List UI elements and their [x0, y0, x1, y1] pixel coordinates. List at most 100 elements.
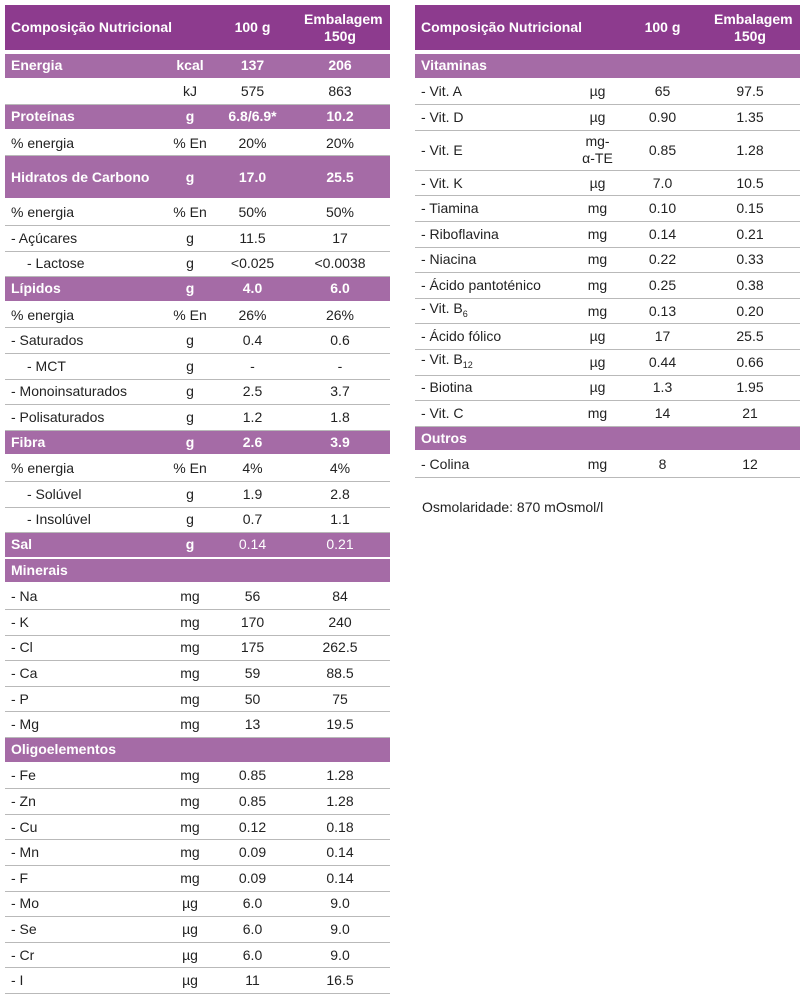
- value-pack: 1.1: [330, 511, 350, 528]
- value-100g: 1.2: [242, 408, 263, 425]
- value-100g: 0.09: [238, 869, 267, 886]
- value-100g: 0.12: [238, 818, 267, 835]
- unit: µg: [589, 379, 606, 396]
- table-row: Energia kcal 137 206: [5, 54, 390, 80]
- row-label: - Mo: [11, 895, 39, 912]
- table-row: kJ 575 863: [5, 80, 390, 106]
- row-label: - I: [11, 972, 24, 989]
- unit: g: [185, 536, 195, 553]
- value-pack: 25.5: [326, 168, 354, 185]
- table-row: - Zn mg 0.85 1.28: [5, 789, 390, 815]
- table-row: % energia % En 4% 4%: [5, 456, 390, 482]
- value-pack: 2.8: [330, 485, 350, 502]
- value-100g: 0.14: [648, 225, 677, 242]
- value-pack: 1.95: [736, 379, 764, 396]
- table-row: - Lactose g <0.025 <0.0038: [5, 252, 390, 278]
- table-row: - Solúvel g 1.9 2.8: [5, 482, 390, 508]
- row-label: Energia: [11, 57, 63, 74]
- value-pack: 0.18: [326, 818, 354, 835]
- row-label: - Vit. A: [421, 83, 462, 100]
- value-pack: 10.5: [736, 174, 764, 191]
- value-pack: 1.28: [326, 792, 354, 809]
- value-100g: 13: [244, 716, 261, 733]
- unit: mg: [587, 302, 608, 319]
- value-100g: 56: [244, 588, 261, 605]
- value-pack: 240: [328, 613, 352, 630]
- value-pack: 0.14: [326, 844, 354, 861]
- value-pack: 3.9: [330, 434, 350, 451]
- table-row: - Vit. K µg 7.0 10.5: [415, 171, 800, 197]
- value-100g: 137: [240, 57, 265, 74]
- table-row: - Mn mg 0.09 0.14: [5, 840, 390, 866]
- row-label: - Lactose: [27, 255, 85, 272]
- value-100g: 0.7: [242, 511, 263, 528]
- row-label: - Riboflavina: [421, 225, 499, 242]
- value-100g: 11.5: [239, 229, 266, 246]
- value-100g: 0.25: [648, 276, 677, 293]
- section-row: Vitaminas: [415, 54, 800, 80]
- header-cell: Embalagem 150g: [714, 10, 793, 44]
- table-row: - Tiamina mg 0.10 0.15: [415, 196, 800, 222]
- value-pack: 88.5: [326, 664, 354, 681]
- unit: g: [186, 357, 194, 374]
- value-100g: 65: [654, 83, 671, 100]
- unit: g: [186, 332, 194, 349]
- value-pack: 9.0: [330, 895, 350, 912]
- unit: µg: [182, 946, 198, 963]
- value-100g: 0.85: [238, 792, 267, 809]
- row-label: - Vit. E: [421, 141, 463, 158]
- value-100g: 0.22: [648, 251, 677, 268]
- row-label: Vitaminas: [421, 57, 487, 74]
- row-label: - Fe: [11, 767, 36, 784]
- value-pack: 4%: [329, 460, 351, 477]
- value-100g: 0.13: [648, 302, 677, 319]
- cell-text: - Vit. B: [421, 350, 463, 367]
- table-row: % energia % En 26% 26%: [5, 303, 390, 329]
- table-row: - K mg 170 240: [5, 610, 390, 636]
- unit: mg: [180, 869, 200, 886]
- value-pack: 0.21: [736, 225, 764, 242]
- unit: mg: [587, 200, 608, 217]
- unit: g: [186, 255, 194, 272]
- value-100g: 11: [245, 972, 260, 989]
- header-cell: 100 g: [234, 19, 271, 35]
- row-label: - Mn: [11, 844, 39, 861]
- value-100g: 6.0: [242, 895, 263, 912]
- table-row: - Vit. B12 µg 0.44 0.66: [415, 350, 800, 376]
- value-100g: 0.14: [238, 536, 267, 553]
- value-100g: 6.8/6.9*: [228, 108, 277, 125]
- value-100g: 4%: [242, 460, 263, 477]
- subscript: 12: [462, 359, 473, 370]
- unit: mg: [180, 588, 200, 605]
- table-row: - Fe mg 0.85 1.28: [5, 764, 390, 790]
- table-row: - Vit. D µg 0.90 1.35: [415, 105, 800, 131]
- unit: mg: [587, 404, 608, 421]
- table-row: - Mo µg 6.0 9.0: [5, 892, 390, 918]
- row-label: - Biotina: [421, 379, 473, 396]
- unit: µg: [182, 895, 198, 912]
- table-row: % energia % En 20% 20%: [5, 131, 390, 157]
- unit: µg: [589, 108, 606, 125]
- value-100g: 17.0: [238, 168, 267, 185]
- row-label: - Se: [11, 920, 37, 937]
- unit: mg: [180, 767, 200, 784]
- section-row: Outros: [415, 426, 800, 453]
- header-cell: Composição Nutricional: [421, 19, 583, 35]
- value-pack: 12: [742, 456, 758, 473]
- unit: mg: [180, 639, 200, 656]
- value-100g: 0.90: [648, 108, 677, 125]
- row-label: - Ácido pantoténico: [421, 276, 541, 293]
- value-pack: 262.5: [322, 639, 358, 656]
- value-100g: 0.10: [648, 200, 677, 217]
- table-row: - P mg 50 75: [5, 687, 390, 713]
- header-row: Composição Nutricional 100 g Embalagem 150…: [415, 5, 800, 52]
- unit: mg: [180, 844, 200, 861]
- value-100g: 1.3: [652, 379, 673, 396]
- row-label: - Vit. K: [421, 174, 463, 191]
- value-100g: 575: [240, 83, 265, 100]
- unit: g: [186, 511, 194, 528]
- table-row: - Polisaturados g 1.2 1.8: [5, 405, 390, 431]
- unit: mg: [587, 251, 608, 268]
- row-label: - Solúvel: [27, 485, 82, 502]
